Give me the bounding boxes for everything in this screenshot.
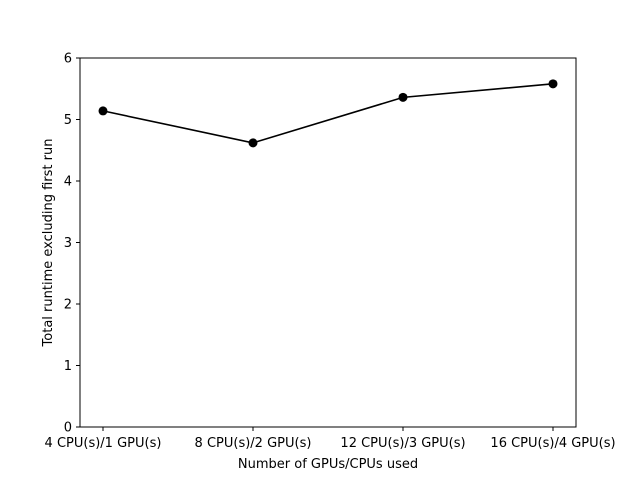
x-tick-label: 12 CPU(s)/3 GPU(s): [340, 436, 465, 451]
x-axis: 4 CPU(s)/1 GPU(s) 8 CPU(s)/2 GPU(s) 12 CPU…: [45, 427, 616, 451]
y-tick-label: 4: [64, 175, 72, 190]
x-tick-label: 8 CPU(s)/2 GPU(s): [195, 436, 312, 451]
data-point: [398, 92, 408, 102]
x-tick-label: 4 CPU(s)/1 GPU(s): [45, 436, 162, 451]
y-axis: 0 1 2 3 4 5 6: [64, 52, 80, 436]
series-line: [102, 83, 554, 144]
data-point: [98, 106, 108, 116]
data-point: [548, 79, 558, 89]
x-tick-label: 16 CPU(s)/4 GPU(s): [490, 436, 615, 451]
y-tick-label: 2: [64, 298, 72, 313]
y-tick-label: 5: [64, 113, 72, 128]
y-tick-label: 6: [64, 52, 72, 67]
y-tick-label: 0: [64, 421, 72, 436]
y-tick-label: 3: [64, 236, 72, 251]
x-axis-label: Number of GPUs/CPUs used: [238, 457, 418, 472]
y-tick-label: 1: [64, 359, 72, 374]
plot-area: [80, 58, 576, 427]
data-point: [248, 138, 258, 148]
plot-frame: [79, 57, 577, 428]
series-group: [98, 79, 558, 148]
y-axis-label: Total runtime excluding first run: [41, 139, 56, 348]
